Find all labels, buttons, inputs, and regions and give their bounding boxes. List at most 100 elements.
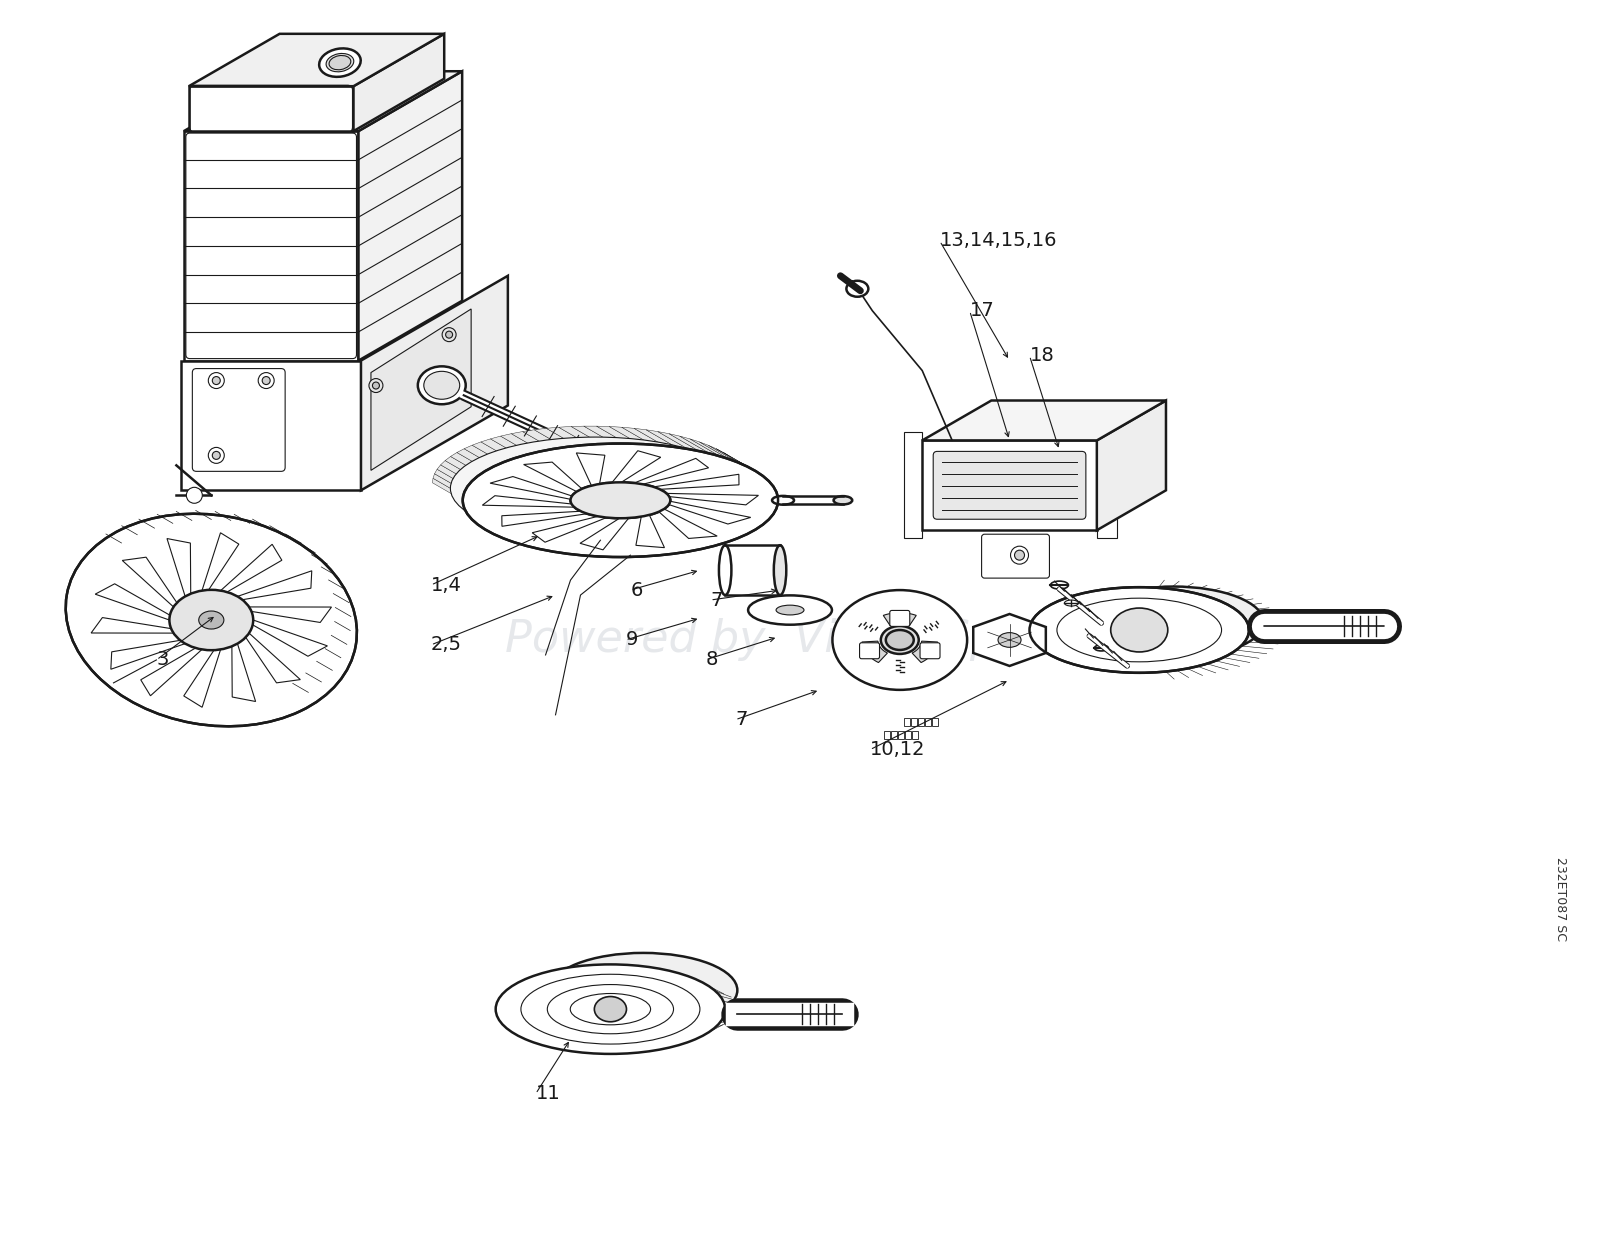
Ellipse shape	[549, 953, 738, 1027]
Polygon shape	[445, 457, 482, 478]
Text: 10,12: 10,12	[870, 740, 925, 759]
Circle shape	[370, 379, 382, 393]
Polygon shape	[658, 432, 699, 451]
Text: 6: 6	[630, 580, 643, 599]
Ellipse shape	[834, 496, 853, 505]
Polygon shape	[635, 512, 664, 548]
Ellipse shape	[832, 590, 966, 690]
Polygon shape	[371, 308, 470, 471]
Polygon shape	[610, 427, 651, 444]
Polygon shape	[482, 504, 518, 525]
Polygon shape	[661, 494, 758, 505]
Polygon shape	[739, 465, 773, 487]
Circle shape	[616, 460, 637, 480]
Polygon shape	[578, 438, 621, 456]
Polygon shape	[597, 426, 640, 444]
Polygon shape	[496, 511, 536, 533]
Circle shape	[373, 381, 379, 389]
Polygon shape	[354, 34, 445, 131]
Polygon shape	[122, 558, 178, 607]
Polygon shape	[912, 641, 938, 662]
Polygon shape	[435, 470, 467, 491]
Polygon shape	[611, 451, 661, 485]
Circle shape	[208, 373, 224, 389]
Text: 9: 9	[626, 631, 638, 650]
Circle shape	[208, 447, 224, 463]
Polygon shape	[184, 131, 358, 360]
Circle shape	[258, 373, 274, 389]
Polygon shape	[501, 433, 541, 453]
Polygon shape	[656, 507, 717, 539]
Ellipse shape	[718, 545, 731, 596]
Polygon shape	[469, 490, 502, 512]
Polygon shape	[475, 500, 512, 521]
Text: 11: 11	[536, 1084, 560, 1103]
Polygon shape	[490, 477, 576, 500]
Polygon shape	[563, 439, 606, 457]
Polygon shape	[472, 442, 510, 462]
Polygon shape	[747, 478, 778, 500]
Polygon shape	[189, 86, 354, 131]
Polygon shape	[358, 72, 462, 360]
Polygon shape	[550, 525, 594, 544]
Polygon shape	[250, 607, 331, 622]
Polygon shape	[746, 473, 778, 496]
Polygon shape	[434, 473, 464, 496]
Polygon shape	[472, 495, 506, 516]
Ellipse shape	[774, 545, 786, 596]
Polygon shape	[246, 633, 301, 682]
Polygon shape	[584, 426, 627, 443]
Polygon shape	[664, 500, 750, 524]
Circle shape	[186, 487, 202, 504]
Polygon shape	[526, 521, 568, 540]
Polygon shape	[110, 641, 186, 670]
Ellipse shape	[462, 443, 778, 556]
Polygon shape	[862, 641, 888, 662]
Circle shape	[1011, 546, 1029, 564]
Polygon shape	[690, 439, 730, 460]
Polygon shape	[496, 451, 536, 472]
Text: 7: 7	[710, 590, 723, 609]
Text: 7: 7	[734, 710, 747, 729]
Circle shape	[262, 376, 270, 384]
Circle shape	[213, 452, 221, 460]
Polygon shape	[744, 470, 776, 491]
Polygon shape	[184, 650, 221, 708]
Circle shape	[442, 327, 456, 341]
Polygon shape	[717, 448, 754, 470]
Polygon shape	[458, 448, 494, 470]
Polygon shape	[253, 619, 328, 656]
Polygon shape	[646, 429, 688, 449]
Polygon shape	[515, 444, 557, 465]
Polygon shape	[699, 442, 739, 462]
Polygon shape	[534, 428, 576, 447]
Polygon shape	[533, 515, 611, 543]
Ellipse shape	[571, 482, 670, 519]
Polygon shape	[482, 458, 518, 480]
Polygon shape	[904, 432, 922, 538]
Polygon shape	[523, 462, 584, 494]
Polygon shape	[581, 516, 630, 550]
Polygon shape	[467, 476, 499, 497]
FancyBboxPatch shape	[859, 643, 880, 658]
Ellipse shape	[1094, 645, 1109, 651]
Text: Powered by  Vision Spares: Powered by Vision Spares	[506, 618, 1094, 661]
Polygon shape	[467, 485, 499, 507]
Polygon shape	[488, 454, 526, 476]
Polygon shape	[578, 526, 621, 545]
Polygon shape	[883, 613, 917, 626]
Ellipse shape	[496, 964, 725, 1054]
Polygon shape	[482, 496, 579, 507]
Polygon shape	[512, 432, 554, 451]
Ellipse shape	[1064, 601, 1078, 606]
Polygon shape	[221, 544, 282, 592]
Polygon shape	[189, 34, 445, 86]
Polygon shape	[730, 457, 765, 478]
Polygon shape	[648, 475, 739, 490]
Polygon shape	[622, 427, 664, 446]
Ellipse shape	[170, 590, 253, 650]
Polygon shape	[94, 584, 170, 619]
Polygon shape	[437, 465, 470, 487]
Polygon shape	[472, 466, 506, 488]
Polygon shape	[630, 458, 709, 486]
